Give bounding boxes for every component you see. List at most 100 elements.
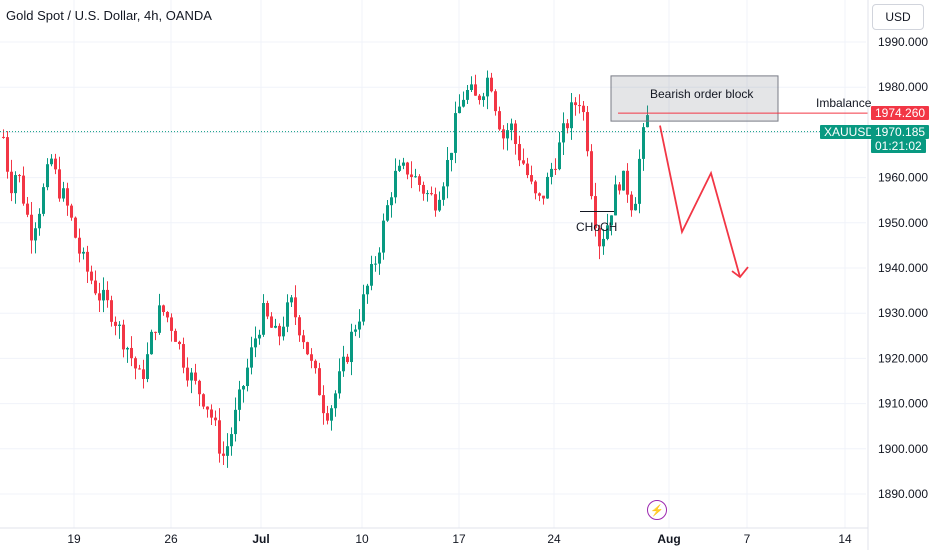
candle-body bbox=[70, 205, 73, 218]
candle-body bbox=[130, 347, 133, 359]
candle-body bbox=[310, 354, 313, 361]
time-axis: 19 26 Jul 10 17 24 Aug 7 14 bbox=[0, 527, 868, 546]
lightning-icon[interactable]: ⚡ bbox=[647, 500, 667, 520]
candle-body bbox=[10, 171, 13, 194]
candle-body bbox=[550, 168, 553, 177]
candle-body bbox=[486, 77, 489, 97]
price-tick-label: 1940.000 bbox=[878, 261, 928, 275]
candle-body bbox=[122, 324, 125, 350]
candle-body bbox=[254, 338, 257, 348]
candle-body bbox=[298, 317, 301, 336]
candle-body bbox=[434, 194, 437, 211]
candle-body bbox=[34, 228, 37, 241]
time-tick-label: 19 bbox=[67, 532, 81, 546]
candle-body bbox=[466, 90, 469, 100]
candle-body bbox=[642, 127, 645, 159]
candle-body bbox=[414, 176, 417, 178]
candle-body bbox=[142, 369, 145, 379]
candle-body bbox=[150, 331, 153, 355]
time-tick-label: 24 bbox=[547, 532, 561, 546]
candle-body bbox=[450, 152, 453, 161]
candle-body bbox=[530, 175, 533, 182]
candle-body bbox=[138, 368, 141, 370]
candle-body bbox=[354, 329, 357, 332]
last-price-badge: 1970.185 bbox=[871, 124, 930, 139]
candle-body bbox=[222, 453, 225, 456]
candle-body bbox=[66, 188, 69, 206]
time-tick-label: 26 bbox=[164, 532, 178, 546]
candle-body bbox=[390, 197, 393, 206]
candle-body bbox=[118, 324, 121, 326]
candle-body bbox=[534, 181, 537, 194]
price-tick-label: 1920.000 bbox=[878, 351, 928, 365]
candle-body bbox=[382, 220, 385, 253]
candle-body bbox=[358, 321, 361, 330]
candle-body bbox=[622, 170, 625, 191]
candle-body bbox=[30, 214, 33, 241]
candle-body bbox=[278, 325, 281, 337]
candle-body bbox=[346, 356, 349, 363]
choch-label: CHoCH bbox=[576, 219, 618, 234]
candle-body bbox=[250, 347, 253, 368]
candle-body bbox=[226, 446, 229, 456]
candle-body bbox=[458, 106, 461, 114]
candle-body bbox=[518, 144, 521, 161]
candle-body bbox=[286, 302, 289, 327]
candles bbox=[2, 70, 649, 468]
candle-body bbox=[470, 84, 473, 91]
candle-body bbox=[270, 316, 273, 328]
candle-body bbox=[46, 164, 49, 188]
candle-body bbox=[102, 289, 105, 301]
time-tick-label: 14 bbox=[838, 532, 852, 546]
candle-body bbox=[366, 285, 369, 295]
time-tick-label: 10 bbox=[355, 532, 369, 546]
candle-body bbox=[178, 341, 181, 345]
candle-body bbox=[54, 158, 57, 170]
candle-body bbox=[274, 325, 277, 328]
candle-body bbox=[334, 393, 337, 409]
candle-body bbox=[6, 137, 9, 172]
candle-body bbox=[590, 151, 593, 197]
candle-body bbox=[582, 105, 585, 113]
candle-body bbox=[330, 408, 333, 421]
candle-body bbox=[426, 193, 429, 195]
candle-body bbox=[214, 417, 217, 421]
candle-body bbox=[502, 129, 505, 139]
candle-body bbox=[166, 312, 169, 318]
candle-body bbox=[154, 331, 157, 333]
candle-body bbox=[74, 217, 77, 238]
candle-body bbox=[98, 293, 101, 301]
candle-body bbox=[62, 188, 65, 199]
candle-body bbox=[210, 409, 213, 418]
candle-body bbox=[258, 334, 261, 339]
chart-title: Gold Spot / U.S. Dollar, 4h, OANDA bbox=[6, 8, 212, 23]
candle-body bbox=[106, 289, 109, 301]
candle-body bbox=[322, 395, 325, 414]
candle-body bbox=[562, 123, 565, 143]
candle-body bbox=[490, 77, 493, 92]
price-tick-label: 1890.000 bbox=[878, 487, 928, 501]
candle-body bbox=[170, 317, 173, 331]
price-tick-label: 1950.000 bbox=[878, 216, 928, 230]
currency-button[interactable]: USD bbox=[872, 4, 924, 30]
candle-body bbox=[362, 294, 365, 322]
projection-path bbox=[659, 125, 741, 278]
candle-body bbox=[2, 136, 5, 138]
candle-body bbox=[82, 251, 85, 254]
candle-body bbox=[338, 371, 341, 394]
candle-body bbox=[194, 372, 197, 381]
price-tick-label: 1980.000 bbox=[878, 80, 928, 94]
candle-body bbox=[398, 165, 401, 171]
candle-body bbox=[202, 394, 205, 407]
candle-body bbox=[218, 420, 221, 454]
candle-body bbox=[42, 187, 45, 214]
candle-body bbox=[26, 203, 29, 215]
candle-body bbox=[290, 297, 293, 303]
price-tick-label: 1900.000 bbox=[878, 442, 928, 456]
candle-body bbox=[638, 158, 641, 204]
candle-body bbox=[626, 170, 629, 195]
candle-body bbox=[558, 142, 561, 170]
candle-body bbox=[418, 176, 421, 185]
candle-body bbox=[438, 199, 441, 211]
